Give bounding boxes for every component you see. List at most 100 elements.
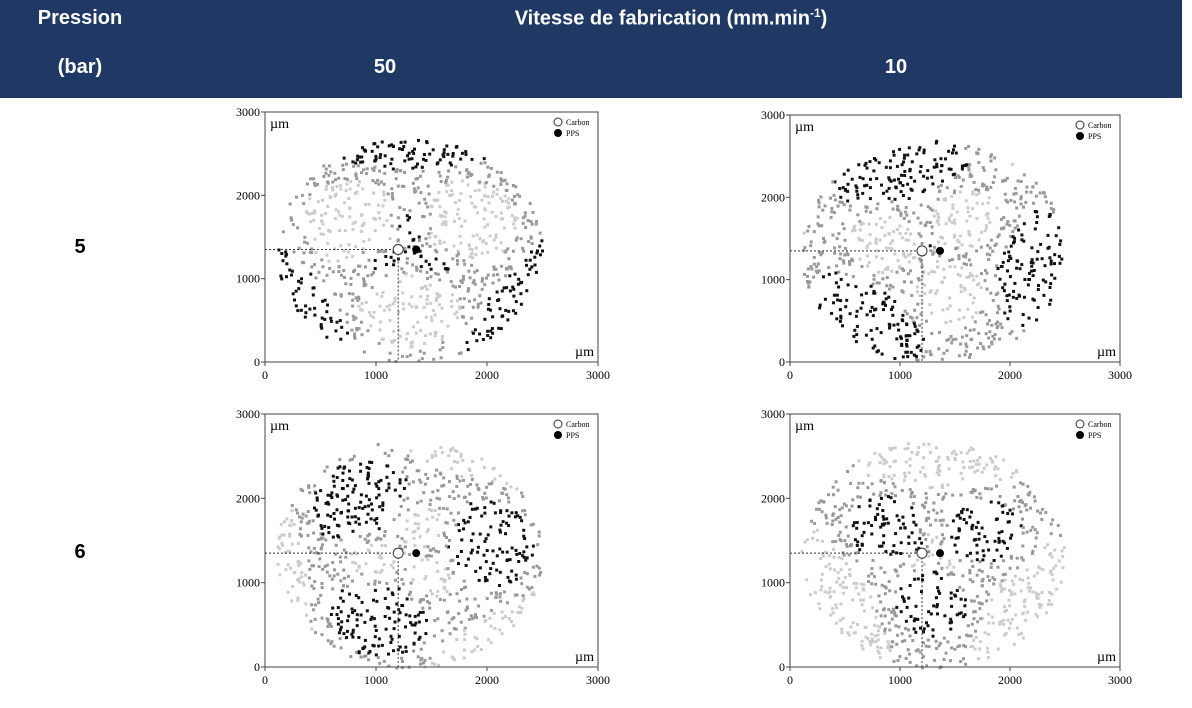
particle <box>1019 180 1023 183</box>
particle <box>848 260 851 263</box>
particle <box>958 190 962 194</box>
particle <box>1015 470 1019 474</box>
particle <box>531 210 535 214</box>
particle <box>1015 206 1019 210</box>
particle <box>905 312 909 316</box>
particle <box>425 459 429 463</box>
particle <box>883 220 887 224</box>
particle <box>319 593 323 597</box>
particle <box>390 591 394 595</box>
particle <box>296 309 300 313</box>
particle <box>469 551 473 555</box>
particle <box>1005 294 1009 298</box>
particle <box>511 184 515 187</box>
particle <box>859 222 863 226</box>
particle <box>915 316 919 320</box>
particle <box>979 496 983 500</box>
particle <box>1053 548 1057 552</box>
particle <box>421 214 425 218</box>
particle <box>447 621 451 625</box>
particle <box>388 319 392 323</box>
particle <box>1017 293 1021 297</box>
particle <box>827 266 831 270</box>
particle <box>992 559 996 562</box>
particle <box>438 214 442 217</box>
particle <box>927 554 931 558</box>
particle <box>325 310 329 314</box>
particle <box>812 230 816 234</box>
particle <box>392 263 396 267</box>
particle <box>846 253 850 257</box>
particle <box>832 211 836 215</box>
particle <box>427 232 431 236</box>
particle <box>895 551 898 555</box>
particle <box>403 250 407 254</box>
particle <box>444 223 448 227</box>
particle <box>890 200 894 204</box>
particle <box>968 578 972 582</box>
particle <box>965 263 968 267</box>
particle <box>928 486 932 490</box>
particle <box>507 514 511 518</box>
particle <box>923 223 927 227</box>
particle <box>910 564 914 568</box>
particle <box>957 240 961 244</box>
particle <box>517 605 521 609</box>
particle <box>430 509 433 513</box>
particle <box>411 166 415 170</box>
particle <box>495 568 499 572</box>
particle <box>497 499 501 503</box>
particle <box>309 272 313 276</box>
particle <box>901 522 905 526</box>
particle <box>339 610 343 614</box>
particle <box>369 517 373 521</box>
particle <box>1050 555 1054 559</box>
particle <box>956 174 960 178</box>
particle <box>475 616 478 619</box>
particle <box>856 540 860 544</box>
particle <box>473 615 477 619</box>
particle <box>498 592 502 596</box>
particle <box>912 619 916 623</box>
particle <box>832 194 836 197</box>
particle <box>951 493 955 497</box>
particle <box>1035 571 1039 575</box>
particle <box>886 646 890 649</box>
particle <box>1049 262 1053 266</box>
speed-value: 10 <box>884 56 908 78</box>
particle <box>385 219 389 223</box>
particle <box>458 171 462 175</box>
particle <box>447 454 451 458</box>
particle <box>876 633 880 637</box>
particle <box>422 641 426 645</box>
particle <box>1004 198 1008 202</box>
particle <box>879 496 883 500</box>
particle <box>908 488 912 492</box>
particle <box>808 280 812 284</box>
particle <box>960 266 964 270</box>
particle <box>936 586 940 590</box>
particle <box>1012 507 1015 511</box>
particle <box>290 519 294 522</box>
particle <box>321 532 325 536</box>
particle <box>843 253 847 257</box>
particle <box>520 280 524 284</box>
particle <box>460 224 463 228</box>
particle <box>402 208 406 212</box>
particle <box>950 341 954 345</box>
particle <box>450 180 454 184</box>
particle <box>956 536 960 540</box>
particle <box>288 268 292 272</box>
y-unit: µm <box>795 120 814 135</box>
particle <box>824 565 828 568</box>
particle <box>391 566 395 570</box>
particle <box>918 257 922 261</box>
particle <box>424 237 428 241</box>
particle <box>327 164 331 168</box>
particle <box>378 169 381 173</box>
particle <box>832 555 836 559</box>
particle <box>427 263 431 266</box>
particle <box>383 198 387 202</box>
particle <box>459 351 463 355</box>
particle <box>474 205 477 209</box>
